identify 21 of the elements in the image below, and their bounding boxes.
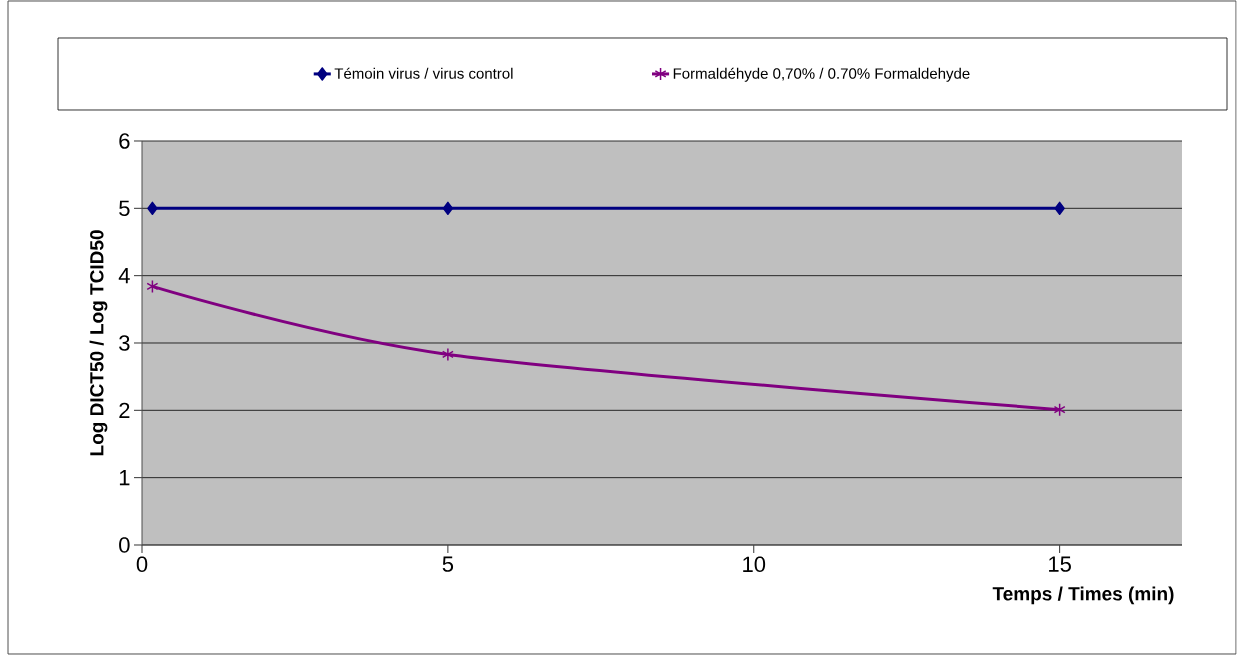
point [441, 347, 454, 362]
x-tick-label: 0 [136, 556, 148, 573]
point [146, 279, 159, 294]
y-tick-label: 2 [119, 402, 130, 418]
point [442, 201, 454, 216]
x-tick-label: 10 [743, 556, 766, 573]
legend-label: Formaldéhyde 0,70% / 0.70% Formaldehyde [673, 67, 970, 82]
y-tick-label: 5 [119, 200, 130, 217]
point [147, 201, 158, 216]
y-tick-label: 6 [119, 133, 130, 149]
legend-label: Témoin virus / virus control [334, 67, 513, 79]
point [1054, 201, 1065, 216]
x-tick-label: 5 [442, 556, 454, 572]
y-axis-title: Log DICT50 / Log TCID50 [89, 230, 108, 456]
y-tick-label: 3 [119, 335, 130, 351]
y-tick-label: 4 [118, 268, 130, 284]
y-tick-label: 0 [119, 537, 130, 553]
x-axis-title: Temps / Times (min) [992, 586, 1174, 605]
point [1053, 402, 1066, 417]
x-tick-label: 15 [1049, 556, 1071, 572]
y-tick-label: 1 [119, 470, 130, 486]
